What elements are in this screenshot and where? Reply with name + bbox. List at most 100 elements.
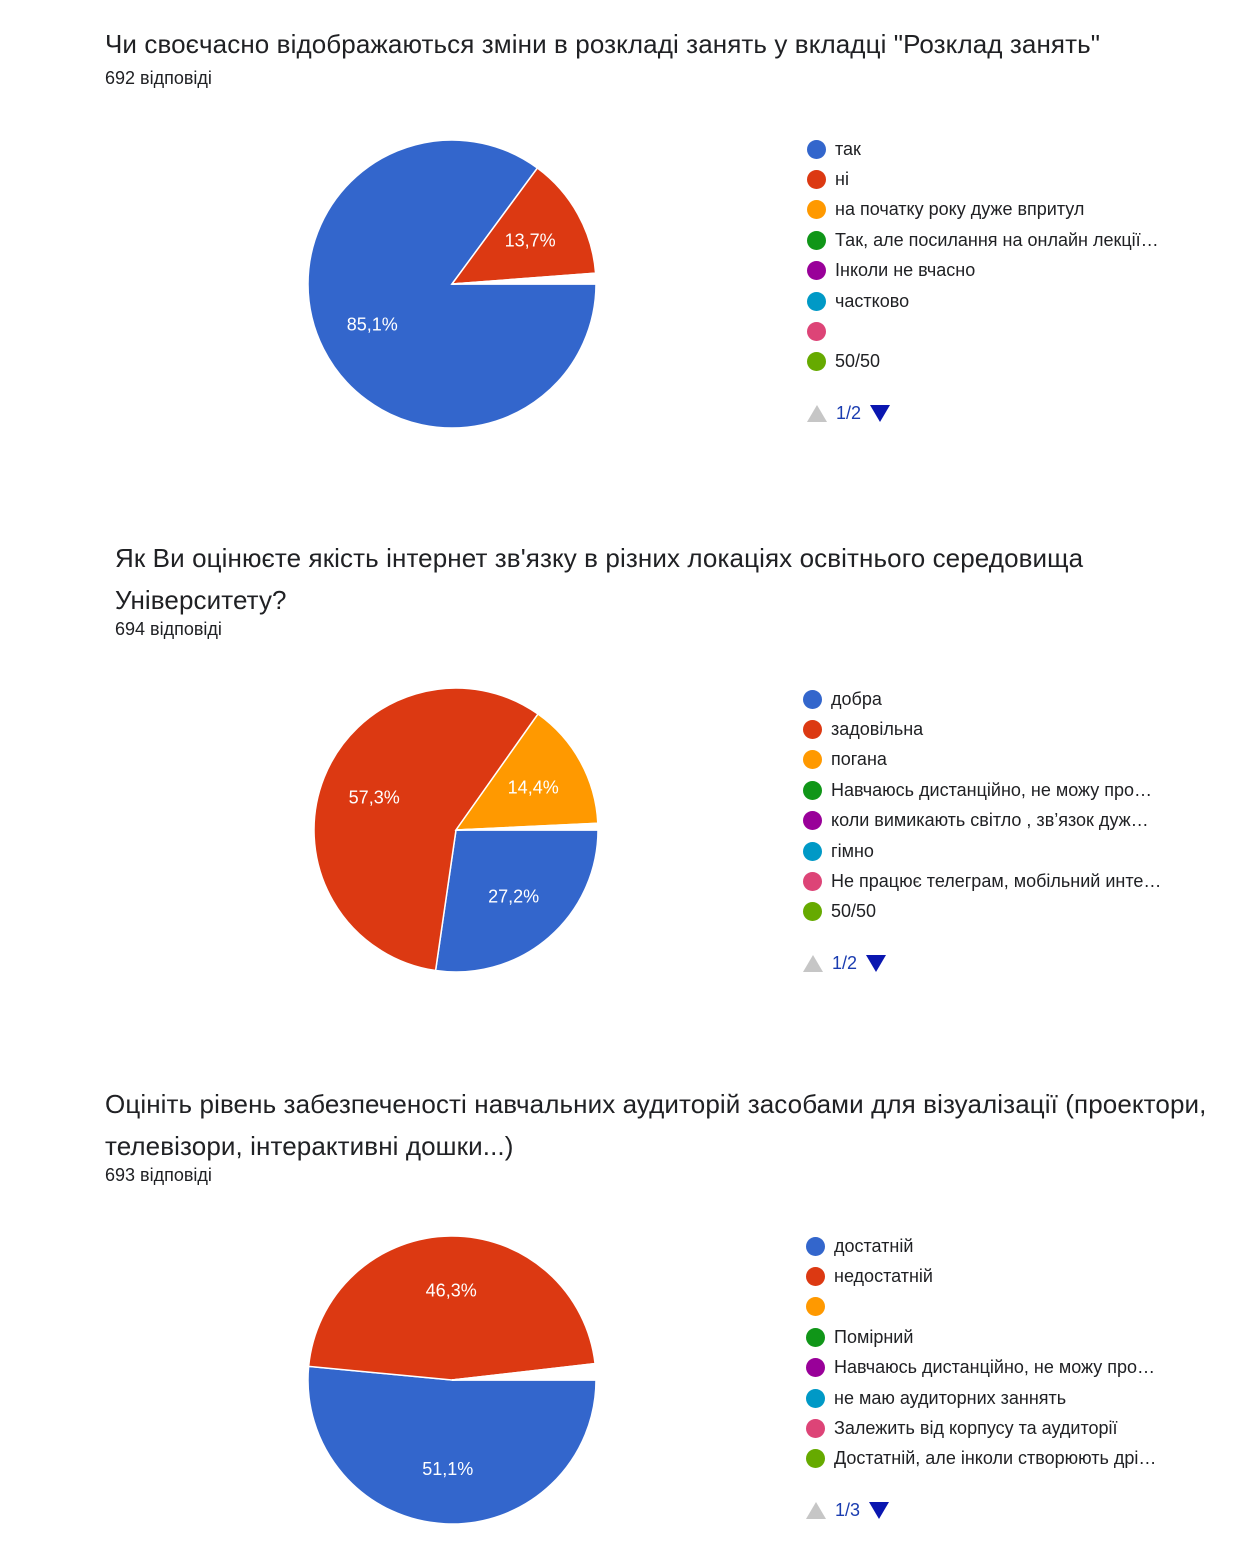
legend-prev-page-icon[interactable] [807, 405, 827, 423]
legend-label: Помірний [834, 1326, 914, 1347]
legend-label: 50/50 [831, 901, 877, 922]
legend-label: добра [831, 688, 882, 709]
legend-item[interactable]: 50/50 [807, 347, 1207, 377]
pie-slice[interactable] [450, 166, 597, 285]
legend-item[interactable]: коли вимикають світло , зв’язок дуж… [803, 806, 1203, 836]
legend-color-dot-icon [807, 200, 826, 220]
legend-item[interactable]: Помірний [806, 1322, 1206, 1352]
legend-item[interactable]: ні [807, 164, 1207, 194]
legend-label: частково [835, 290, 910, 311]
legend-label: на початку року дуже впритул [835, 199, 1085, 220]
legend-color-dot-icon [803, 841, 822, 861]
legend-item[interactable]: на початку року дуже впритул [807, 195, 1207, 225]
legend-prev-page-icon[interactable] [806, 1502, 826, 1520]
legend-item[interactable]: так [807, 134, 1207, 164]
legend-label: гімно [831, 840, 874, 861]
legend-color-dot-icon [807, 322, 826, 342]
question-1-title: Чи своєчасно відображаються зміни в розк… [105, 29, 1101, 59]
legend-page-indicator: 1/3 [835, 1500, 861, 1521]
slice-percent-label: 51,1% [422, 1459, 473, 1479]
pie-slice[interactable] [434, 829, 599, 973]
question-2-legend: добра задовільна погана Навчаюсь дистанційн… [803, 684, 1203, 974]
legend-item[interactable]: погана [803, 745, 1203, 775]
slice-percent-label: 13,7% [505, 231, 556, 251]
legend-item[interactable]: Достатній, але інколи створюють дрі… [806, 1444, 1206, 1474]
legend-item[interactable] [807, 316, 1207, 346]
legend-label: недостатній [834, 1266, 933, 1287]
pie-slice[interactable] [313, 687, 540, 972]
legend-item[interactable]: недостатній [806, 1261, 1206, 1291]
legend-color-dot-icon [807, 230, 826, 250]
question-3-legend: достатній недостатній Помірний Навчаюсь дис… [806, 1231, 1206, 1521]
legend-label: Залежить від корпусу та аудиторії [834, 1418, 1118, 1439]
legend-color-dot-icon [803, 780, 822, 800]
legend-label: 50/50 [835, 351, 881, 372]
legend-item[interactable] [806, 1292, 1206, 1322]
legend-color-dot-icon [806, 1358, 825, 1378]
pie-slice[interactable] [454, 713, 599, 831]
legend-item[interactable]: Залежить від корпусу та аудиторії [806, 1413, 1206, 1443]
pie-slice[interactable] [307, 1365, 597, 1525]
slice-percent-label: 85,1% [347, 314, 398, 334]
legend-color-dot-icon [803, 750, 822, 770]
legend-item[interactable]: задовільна [803, 714, 1203, 744]
question-1-legend: так ні на початку року дуже впритул Так, ал… [807, 134, 1207, 424]
legend-item[interactable]: Навчаюсь дистанційно, не можу про… [806, 1353, 1206, 1383]
question-3-response-count: 693 відповіді [105, 1165, 212, 1185]
legend-page-indicator: 1/2 [832, 953, 858, 974]
legend-next-page-icon[interactable] [866, 955, 887, 973]
pie-slice[interactable] [455, 827, 599, 831]
legend-next-page-icon[interactable] [869, 1502, 890, 1520]
legend-item[interactable]: Не працює телеграм, мобільний инте… [803, 866, 1203, 896]
legend-item[interactable]: 50/50 [803, 897, 1203, 927]
question-2-pie-chart[interactable]: 27,2% 57,3% 14,4% [306, 680, 606, 980]
legend-color-dot-icon [806, 1327, 825, 1347]
pie-slice[interactable] [307, 1235, 596, 1381]
question-1-response-count: 692 відповіді [105, 68, 212, 88]
legend-label: не маю аудиторних заннять [834, 1387, 1067, 1408]
slice-percent-label: 46,3% [426, 1281, 477, 1301]
legend-color-dot-icon [806, 1297, 825, 1317]
legend-prev-page-icon[interactable] [803, 955, 823, 973]
legend-label: Так, але посилання на онлайн лекції… [835, 229, 1159, 250]
legend-label: ні [835, 169, 849, 190]
legend-item[interactable]: гімно [803, 836, 1203, 866]
legend-label: Інколи не вчасно [835, 260, 976, 281]
pie-slice[interactable] [451, 1376, 597, 1381]
legend-item[interactable]: достатній [806, 1231, 1206, 1261]
legend-color-dot-icon [807, 291, 826, 311]
legend-label: Не працює телеграм, мобільний инте… [831, 871, 1162, 892]
legend-color-dot-icon [803, 872, 822, 892]
legend-label: задовільна [831, 719, 924, 740]
legend-color-dot-icon [806, 1388, 825, 1408]
legend-item[interactable]: Так, але посилання на онлайн лекції… [807, 225, 1207, 255]
legend-item[interactable]: частково [807, 286, 1207, 316]
question-3-pie-chart[interactable]: 51,1% 46,3% [302, 1230, 602, 1530]
question-2-title: Як Ви оцінюєте якість інтернет зв'язку в… [115, 543, 1084, 615]
legend-item[interactable]: добра [803, 684, 1203, 714]
legend-next-page-icon[interactable] [870, 405, 891, 423]
legend-color-dot-icon [803, 811, 822, 831]
question-2-response-count: 694 відповіді [115, 619, 222, 639]
question-3-legend-pager: 1/3 [806, 1500, 1206, 1521]
legend-item[interactable]: не маю аудиторних заннять [806, 1383, 1206, 1413]
legend-label: так [835, 138, 861, 159]
legend-item[interactable]: Навчаюсь дистанційно, не можу про… [803, 775, 1203, 805]
legend-color-dot-icon [807, 139, 826, 159]
legend-color-dot-icon [803, 902, 822, 922]
legend-label: коли вимикають світло , зв’язок дуж… [831, 810, 1149, 831]
legend-color-dot-icon [806, 1267, 825, 1287]
legend-item[interactable]: Інколи не вчасно [807, 256, 1207, 286]
question-2-legend-pager: 1/2 [803, 953, 1203, 974]
slice-percent-label: 57,3% [349, 787, 400, 807]
legend-label: Достатній, але інколи створюють дрі… [834, 1448, 1157, 1469]
legend-color-dot-icon [803, 689, 822, 709]
question-1-pie-chart[interactable]: 85,1% 13,7% [302, 134, 602, 434]
legend-color-dot-icon [807, 261, 826, 281]
legend-label: погана [831, 749, 887, 770]
pie-slice[interactable] [451, 281, 597, 285]
question-3-title: Оцініть рівень забезпеченості навчальних… [105, 1089, 1207, 1161]
legend-color-dot-icon [806, 1449, 825, 1469]
legend-label: Навчаюсь дистанційно, не можу про… [834, 1357, 1156, 1378]
legend-color-dot-icon [807, 170, 826, 190]
